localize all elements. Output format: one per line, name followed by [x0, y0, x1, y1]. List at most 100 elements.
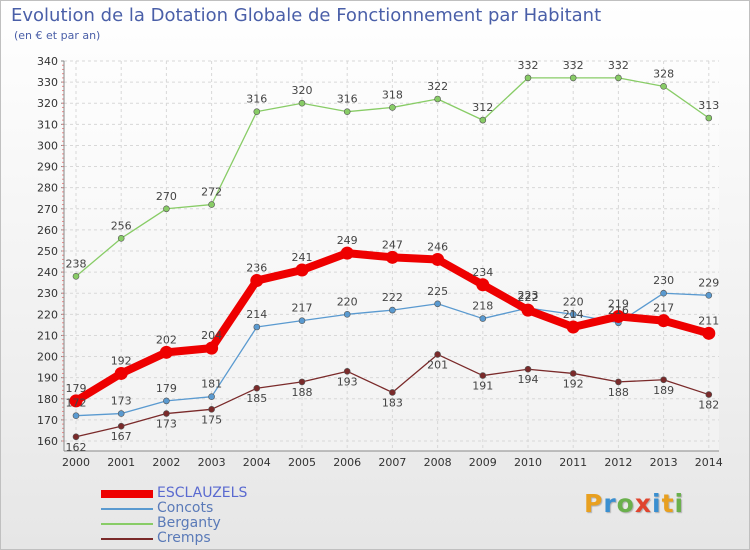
data-point — [250, 274, 264, 288]
data-point — [569, 311, 577, 318]
x-tick-label: 2014 — [695, 456, 723, 469]
data-label: 211 — [698, 314, 719, 327]
data-point — [295, 263, 309, 277]
data-label: 272 — [201, 186, 222, 199]
y-tick-label: 290 — [37, 161, 58, 174]
logo-letter: i — [652, 489, 662, 518]
data-point — [434, 95, 441, 103]
data-point — [389, 389, 396, 396]
data-label: 214 — [246, 308, 267, 321]
data-label: 222 — [518, 291, 539, 304]
y-tick-label: 220 — [37, 308, 58, 321]
data-label: 256 — [111, 219, 132, 232]
data-point — [163, 397, 170, 405]
legend-swatch — [101, 508, 153, 510]
data-point — [569, 74, 577, 82]
data-label: 332 — [608, 59, 629, 72]
data-point — [524, 74, 532, 82]
chart-title: Evolution de la Dotation Globale de Fonc… — [11, 5, 602, 26]
data-label: 220 — [563, 295, 584, 308]
data-label: 320 — [292, 84, 313, 97]
data-label: 179 — [66, 382, 87, 395]
data-point — [569, 370, 577, 377]
data-point — [385, 250, 399, 264]
data-point — [479, 116, 487, 124]
data-point — [298, 99, 306, 107]
data-point — [611, 309, 625, 323]
x-tick-label: 2005 — [288, 456, 316, 469]
data-label: 229 — [698, 276, 719, 289]
x-tick-label: 2001 — [107, 456, 135, 469]
y-tick-label: 200 — [37, 351, 58, 364]
x-tick-label: 2012 — [604, 456, 632, 469]
data-point — [72, 433, 80, 441]
data-label: 312 — [472, 101, 493, 114]
legend-label: Berganty — [157, 515, 221, 531]
data-point — [660, 376, 667, 384]
data-point — [343, 368, 351, 375]
y-tick-label: 330 — [37, 76, 58, 89]
data-labels: 162 167 173 175 185 188 193 183 201 191 194 192 188 1… — [66, 59, 720, 454]
data-point — [702, 326, 716, 340]
series-berganty — [72, 74, 713, 280]
data-point — [117, 422, 125, 430]
logo-letter: i — [674, 489, 685, 518]
series-lines — [69, 74, 716, 441]
data-point — [298, 317, 306, 324]
x-tick-label: 2013 — [650, 456, 678, 469]
data-label: 185 — [246, 392, 267, 405]
y-tick-label: 280 — [37, 182, 58, 195]
data-label: 175 — [201, 413, 222, 426]
data-label: 216 — [608, 304, 629, 317]
x-tick-label: 2011 — [559, 456, 587, 469]
y-tick-label: 310 — [37, 118, 58, 131]
data-point — [705, 391, 713, 398]
y-tick-label: 170 — [37, 414, 58, 427]
data-point — [253, 108, 261, 115]
data-point — [705, 292, 713, 299]
data-point — [117, 410, 125, 417]
data-label: 217 — [292, 302, 313, 315]
data-label: 167 — [111, 430, 132, 443]
data-label: 173 — [156, 418, 177, 431]
data-label: 188 — [608, 386, 629, 399]
y-tick-label: 210 — [37, 329, 58, 342]
data-label: 223 — [518, 289, 539, 302]
data-label: 332 — [518, 59, 539, 72]
legend-swatch — [101, 490, 153, 498]
data-point — [298, 378, 306, 386]
legend-label: Concots — [157, 500, 214, 516]
data-point — [114, 366, 128, 380]
data-point — [479, 372, 487, 379]
x-tick-label: 2002 — [152, 456, 180, 469]
data-label: 202 — [156, 333, 177, 346]
x-tick-label: 2004 — [243, 456, 271, 469]
data-point — [205, 341, 219, 355]
data-point — [657, 314, 671, 328]
data-label: 183 — [382, 396, 403, 409]
legend-label: Cremps — [157, 530, 211, 546]
data-label: 192 — [563, 377, 584, 390]
data-label: 316 — [337, 93, 358, 106]
data-label: 191 — [472, 380, 493, 393]
data-point — [615, 378, 622, 386]
data-label: 316 — [246, 93, 267, 106]
logo-letter: x — [634, 489, 652, 518]
legend-swatch — [101, 523, 153, 525]
data-label: 201 — [427, 358, 448, 371]
data-point — [431, 252, 445, 266]
data-point — [434, 300, 441, 308]
data-point — [524, 365, 532, 373]
data-point — [253, 384, 261, 392]
x-tick-label: 2003 — [198, 456, 226, 469]
x-tick-label: 2006 — [333, 456, 361, 469]
data-label: 162 — [66, 441, 87, 454]
data-point — [389, 104, 396, 111]
data-label: 222 — [382, 291, 403, 304]
data-label: 313 — [698, 99, 719, 112]
data-label: 230 — [653, 274, 674, 287]
y-tick-label: 320 — [37, 97, 58, 110]
x-tick-label: 2007 — [378, 456, 406, 469]
data-point — [615, 74, 622, 82]
